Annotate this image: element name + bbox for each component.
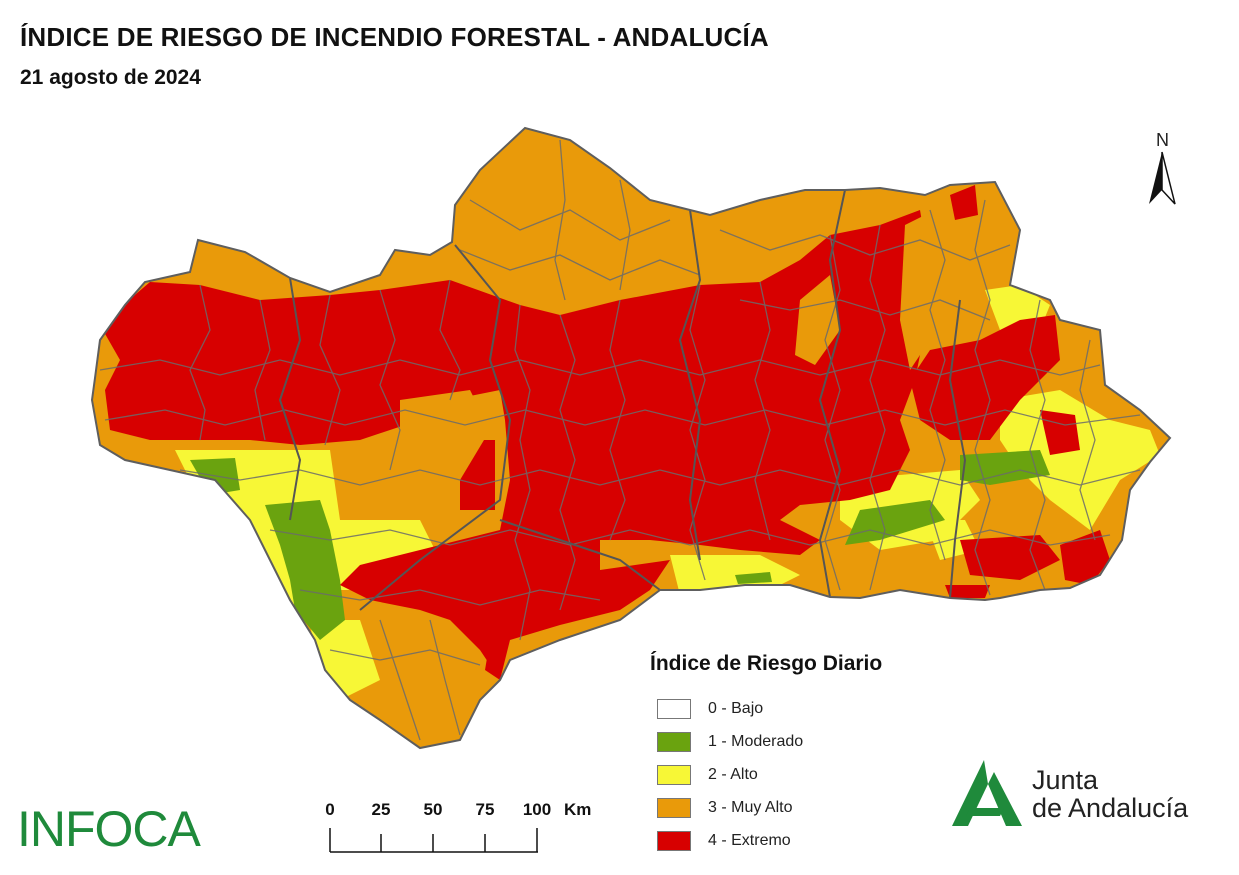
scale-ruler <box>329 828 538 853</box>
scale-tick: 75 <box>475 800 495 819</box>
scale-tick: 50 <box>423 800 443 819</box>
legend-item-alto: 2 - Alto <box>650 758 950 791</box>
legend: Índice de Riesgo Diario 0 - Bajo 1 - Mod… <box>650 652 950 857</box>
scale-bar: 0 25 50 75 100 Km <box>318 800 618 860</box>
scale-tick: 100 <box>522 800 552 819</box>
legend-label: 4 - Extremo <box>708 831 791 849</box>
infoca-logo: INFOCA <box>17 801 201 857</box>
legend-swatch-alto <box>657 764 691 785</box>
scale-tick: 0 <box>325 800 335 819</box>
legend-label: 1 - Moderado <box>708 732 804 750</box>
legend-swatch-bajo <box>657 698 691 719</box>
north-label: N <box>1156 130 1169 150</box>
map-title: ÍNDICE DE RIESGO DE INCENDIO FORESTAL - … <box>20 22 769 52</box>
legend-label: 0 - Bajo <box>708 699 764 717</box>
legend-swatch-moderado <box>657 731 691 752</box>
north-arrow-icon <box>1149 151 1176 205</box>
legend-item-extremo: 4 - Extremo <box>650 824 950 857</box>
junta-andalucia-text: Junta de Andalucía <box>1032 766 1188 822</box>
junta-line1: Junta <box>1032 765 1099 795</box>
legend-label: 3 - Muy Alto <box>708 798 793 816</box>
junta-line2: de Andalucía <box>1032 793 1189 823</box>
legend-label: 2 - Alto <box>708 765 758 783</box>
legend-item-muy-alto: 3 - Muy Alto <box>650 791 950 824</box>
legend-title: Índice de Riesgo Diario <box>650 652 883 675</box>
junta-andalucia-logo-icon <box>952 760 1022 826</box>
legend-item-bajo: 0 - Bajo <box>650 692 950 725</box>
legend-swatch-muy-alto <box>657 797 691 818</box>
scale-unit: Km <box>564 800 592 819</box>
legend-item-moderado: 1 - Moderado <box>650 725 950 758</box>
map-date: 21 agosto de 2024 <box>20 66 201 89</box>
legend-swatch-extremo <box>657 830 691 851</box>
scale-tick: 25 <box>371 800 391 819</box>
